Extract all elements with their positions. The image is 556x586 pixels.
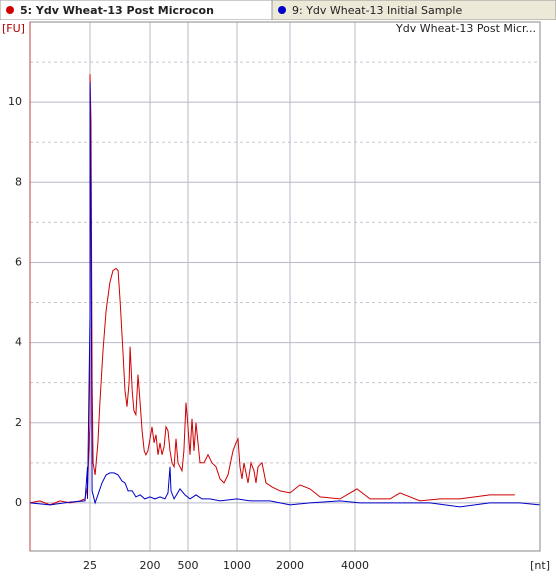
legend-label[interactable]: 9: Ydv Wheat-13 Initial Sample (292, 4, 462, 17)
x-tick-label: 2000 (276, 559, 304, 572)
x-tick-label: 500 (178, 559, 199, 572)
y-tick-label: 4 (15, 336, 22, 349)
chart-title: Ydv Wheat-13 Post Micr... (395, 22, 536, 35)
x-tick-label: 4000 (341, 559, 369, 572)
trace-line (29, 82, 540, 508)
trace-line (29, 74, 515, 506)
y-tick-label: 0 (15, 496, 22, 509)
y-axis-label: [FU] (2, 22, 25, 35)
legend-marker (6, 6, 14, 14)
y-tick-label: 10 (8, 95, 22, 108)
legend-label[interactable]: 5: Ydv Wheat-13 Post Microcon (20, 4, 214, 17)
x-tick-label: 25 (83, 559, 97, 572)
x-tick-label: 1000 (223, 559, 251, 572)
legend-marker (278, 6, 286, 14)
x-tick-label: 200 (140, 559, 161, 572)
y-tick-label: 6 (15, 255, 22, 268)
y-tick-label: 8 (15, 175, 22, 188)
x-axis-label: [nt] (530, 559, 550, 572)
y-tick-label: 2 (15, 416, 22, 429)
